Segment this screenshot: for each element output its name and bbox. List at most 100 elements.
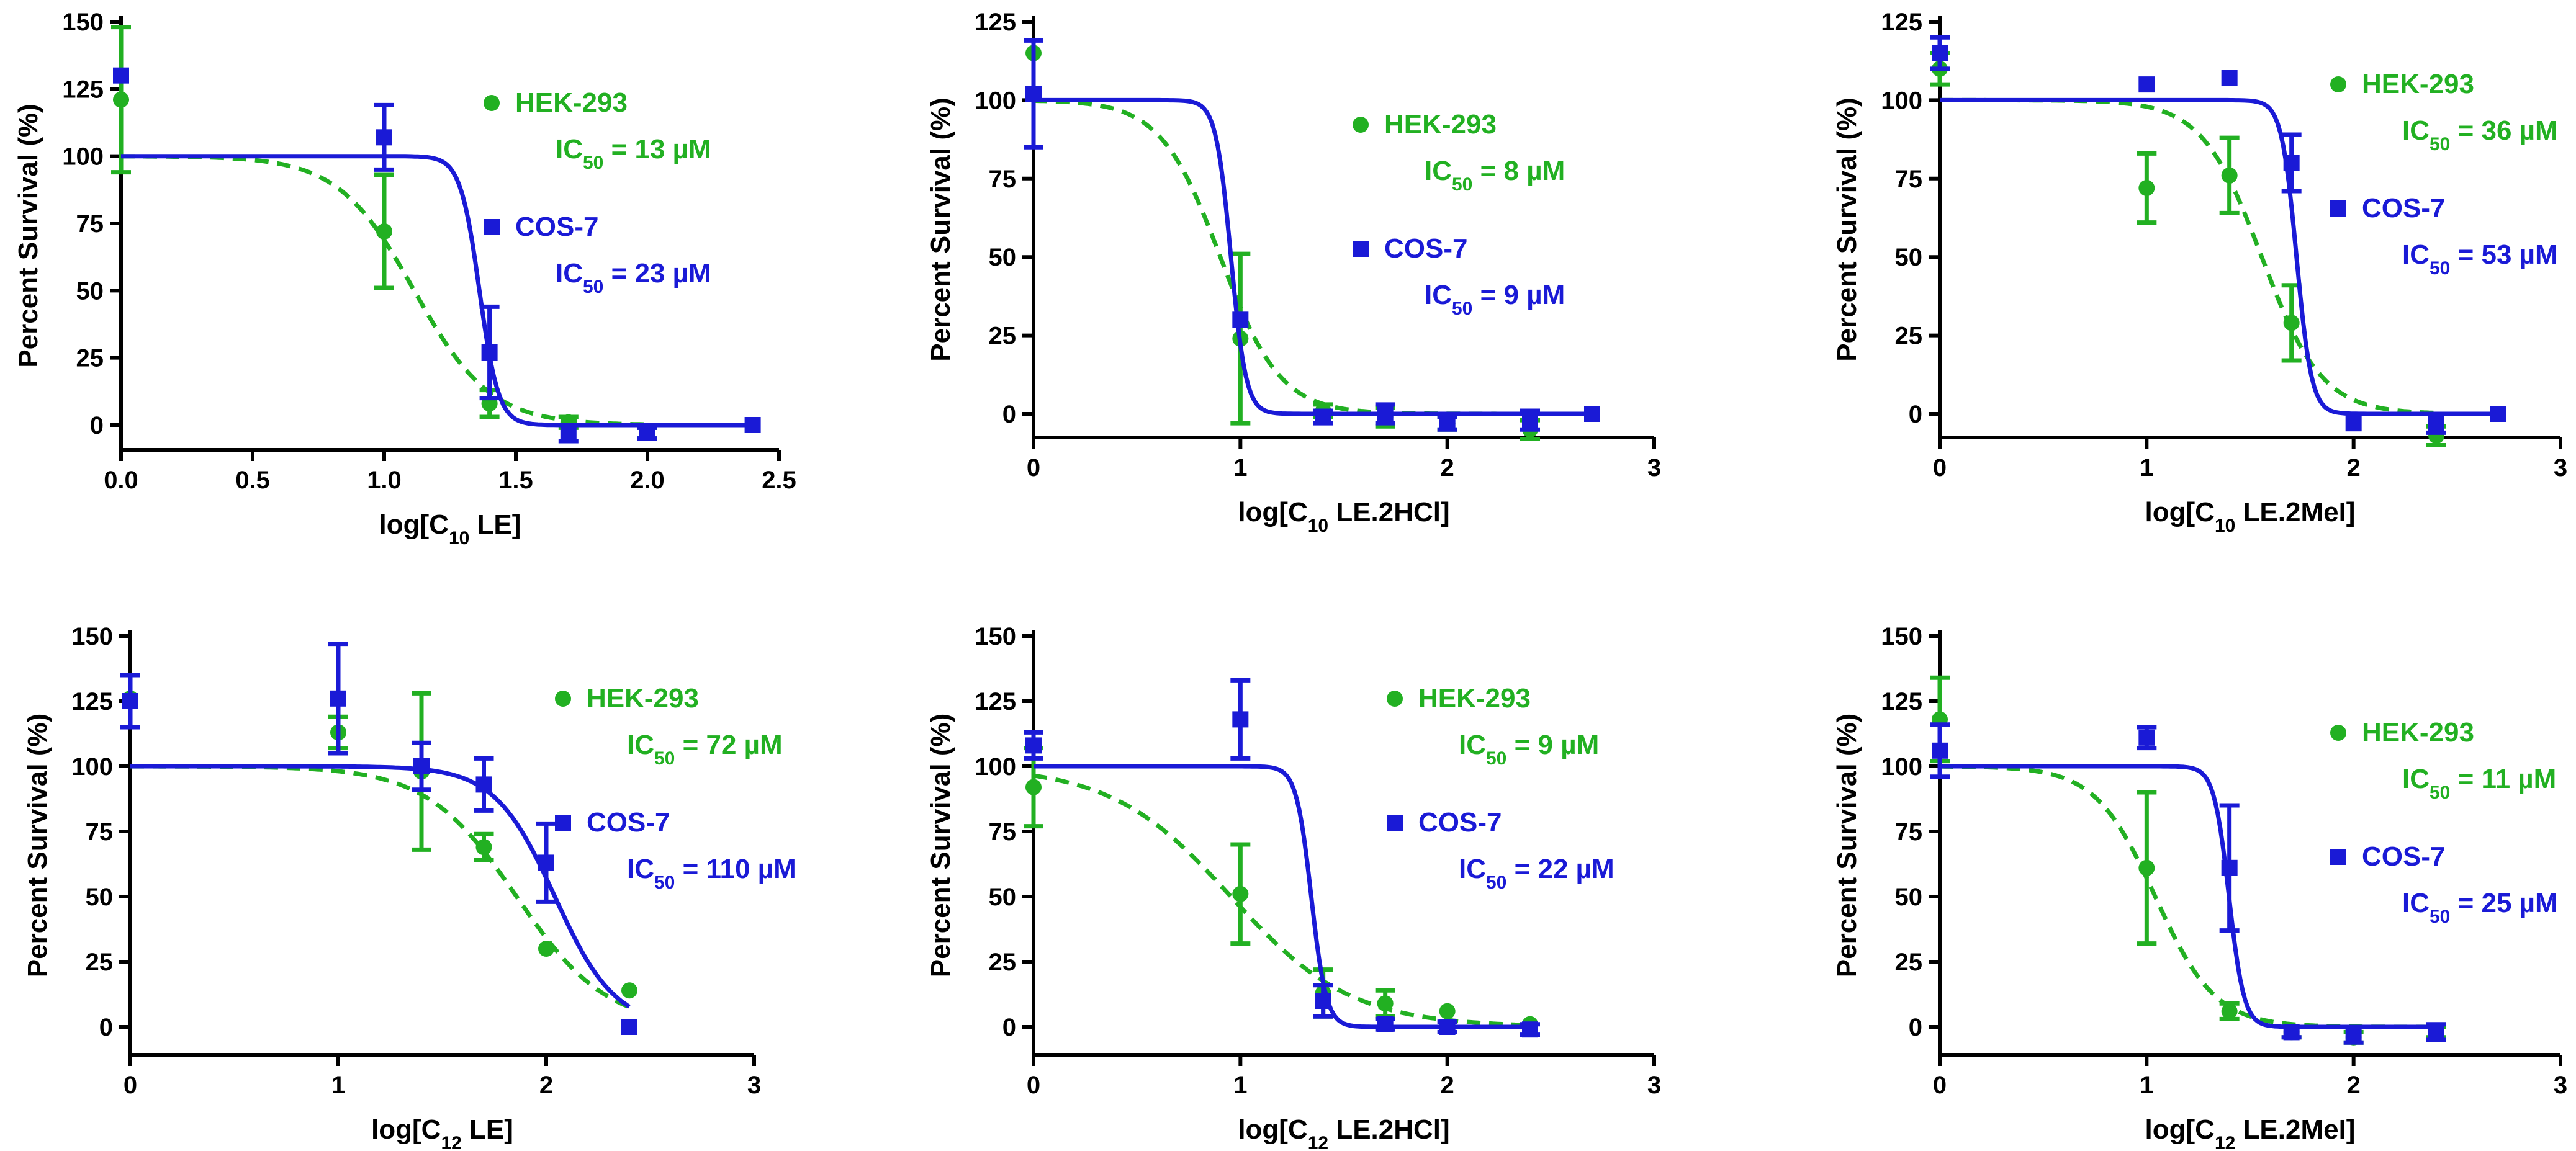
x-tick-label: 1 [331,1072,345,1099]
data-point-cos-7 [1315,993,1331,1009]
ic50-label: IC50 = 9 µM [1459,730,1599,769]
ic50-label: IC50 = 8 µM [1425,156,1565,195]
x-tick-label: 3 [2554,1072,2567,1099]
x-tick-label: 2 [539,1072,553,1099]
x-tick-label: 0 [1027,1072,1040,1099]
data-point-cos-7 [1377,1016,1394,1032]
data-point-cos-7 [2283,1024,2300,1041]
data-point-cos-7 [1584,406,1600,422]
x-tick-label: 2 [1441,454,1454,481]
y-tick-label: 125 [71,688,113,715]
y-axis-title: Percent Survival (%) [22,714,53,978]
y-tick-label: 125 [1881,688,1922,715]
y-tick-label: 50 [76,277,104,305]
data-point-cos-7 [481,344,498,361]
fit-curve-cos-7 [121,154,753,428]
x-tick-label: 1.5 [498,467,533,494]
legend-marker-hek-293 [484,95,500,111]
data-point-hek-293 [1439,1003,1456,1019]
data-point-hek-293 [376,223,392,240]
data-point-cos-7 [1439,1019,1456,1035]
legend-label: COS-7 [2362,841,2445,872]
chart-panel-bottom-left: 0 25 50 75 100 125 150 0 1 2 3 log[C12 LE] Percent S… [22,623,796,1151]
legend-label: COS-7 [1418,807,1502,838]
data-point-cos-7 [2283,155,2300,171]
fit-curve-cos-7 [1034,764,1530,1029]
data-point-hek-293 [538,941,554,957]
y-tick-label: 0 [99,1014,113,1041]
data-point-cos-7 [1377,406,1394,422]
legend-marker-hek-293 [1387,691,1403,707]
fit-curve-cos-7 [1034,97,1592,416]
chart-panel-top-left: 0 25 50 75 100 125 150 0.0 0.5 1.0 1.5 2.0 2.5 log[C1… [13,9,796,549]
y-tick-label: 100 [975,753,1016,781]
ic50-label: IC50 = 9 µM [1425,280,1565,319]
legend-label: COS-7 [1384,233,1467,264]
data-point-cos-7 [621,1019,637,1035]
x-axis-title: log[C10 LE.2MeI] [2145,497,2356,536]
data-point-cos-7 [1232,311,1249,328]
y-tick-label: 125 [975,688,1016,715]
y-tick-label: 25 [989,323,1017,350]
data-point-cos-7 [560,425,577,441]
y-tick-label: 125 [62,76,104,103]
data-point-cos-7 [413,758,430,774]
data-point-hek-293 [2221,1003,2238,1019]
x-tick-label: 0.5 [235,467,270,494]
x-tick-label: 0 [124,1072,137,1099]
y-tick-label: 100 [62,143,104,171]
ic50-label: IC50 = 11 µM [2402,764,2556,803]
y-tick-label: 25 [1895,323,1923,350]
data-point-cos-7 [2345,1026,2362,1043]
x-tick-label: 2.0 [630,467,665,494]
legend-label: HEK-293 [587,683,699,714]
chart-panel-bottom-middle: 0 25 50 75 100 125 150 0 1 2 3 log[C12 LE.2HCl] Perc… [925,623,1661,1151]
data-point-cos-7 [744,417,761,433]
y-tick-label: 0 [1909,401,1922,428]
data-point-cos-7 [1232,711,1249,728]
y-tick-label: 25 [989,949,1017,976]
fit-curve-cos-7 [1940,97,2498,416]
y-tick-label: 150 [975,623,1016,650]
x-axis-title: log[C12 LE] [371,1114,513,1151]
ic50-label: IC50 = 110 µM [627,854,796,893]
x-tick-label: 1 [1233,454,1247,481]
x-tick-label: 1 [2140,454,2153,481]
y-tick-label: 125 [975,9,1016,36]
y-tick-label: 150 [71,623,113,650]
legend-marker-hek-293 [2330,76,2346,92]
x-tick-label: 3 [1647,1072,1661,1099]
legend-marker-hek-293 [555,691,571,707]
chart-panel-top-right: 0 25 50 75 100 125 0 1 2 3 log[C10 LE.2MeI] Percent… [1832,9,2567,536]
ic50-label: IC50 = 22 µM [1459,854,1615,893]
data-point-cos-7 [639,425,655,441]
legend-marker-cos-7 [555,815,571,831]
x-axis-title: log[C10 LE.2HCl] [1238,497,1449,536]
x-tick-label: 2 [2347,454,2361,481]
x-tick-label: 0.0 [104,467,138,494]
y-tick-label: 50 [989,244,1017,271]
y-tick-label: 50 [86,884,114,911]
legend-label: COS-7 [587,807,670,838]
data-point-cos-7 [1522,1021,1538,1038]
legend-label: COS-7 [515,212,598,242]
y-tick-label: 100 [1881,87,1922,114]
x-tick-label: 3 [1647,454,1661,481]
fit-curve-cos-7 [1940,764,2436,1029]
y-tick-label: 0 [90,412,104,439]
y-tick-label: 75 [86,818,114,846]
data-point-hek-293 [621,982,637,999]
data-point-cos-7 [2428,1024,2444,1041]
ic50-label: IC50 = 36 µM [2402,115,2558,155]
legend-label: HEK-293 [1418,683,1531,714]
x-tick-label: 3 [2554,454,2567,481]
legend-marker-cos-7 [2330,849,2346,865]
y-tick-label: 25 [1895,949,1923,976]
x-axis-title: log[C12 LE.2MeI] [2145,1114,2356,1151]
legend-marker-hek-293 [2330,725,2346,741]
fit-curve-hek-293 [1940,764,2436,1029]
data-point-cos-7 [475,776,492,793]
ic50-label: IC50 = 23 µM [556,258,711,297]
legend-marker-hek-293 [1353,117,1369,133]
